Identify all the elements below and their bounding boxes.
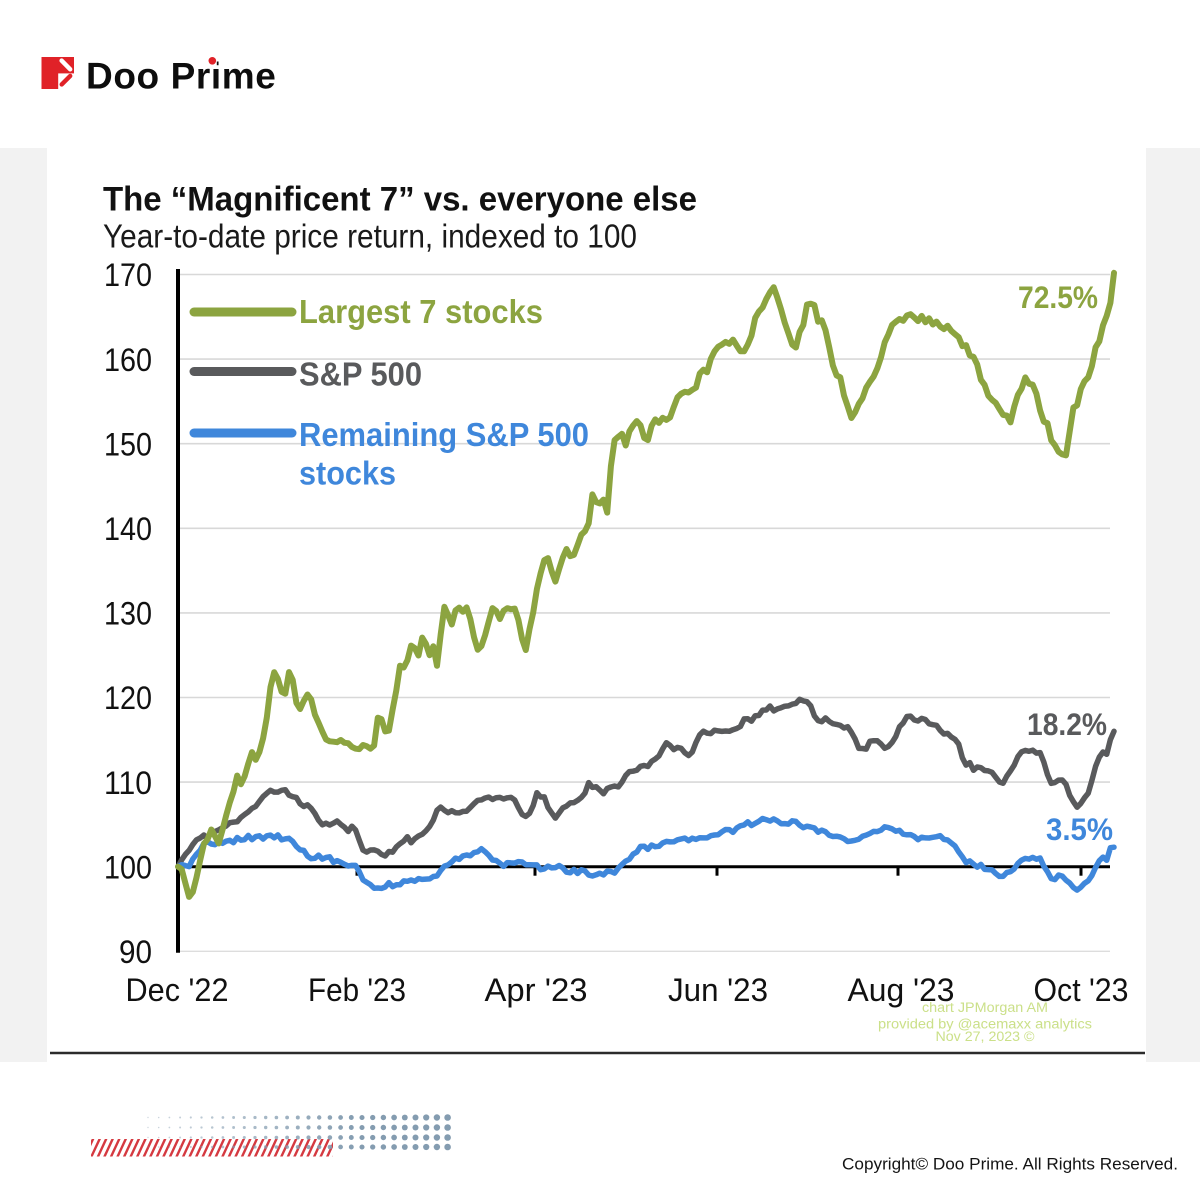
- svg-text:The “Magnificent 7” vs. everyo: The “Magnificent 7” vs. everyone else: [103, 181, 697, 219]
- svg-text:150: 150: [104, 426, 152, 462]
- svg-text:18.2%: 18.2%: [1027, 706, 1107, 742]
- svg-text:120: 120: [104, 680, 152, 716]
- svg-text:stocks: stocks: [299, 454, 396, 491]
- svg-text:provided by @acemaxx analytics: provided by @acemaxx analytics: [878, 1016, 1092, 1031]
- svg-text:chart JPMorgan AM: chart JPMorgan AM: [922, 1000, 1048, 1015]
- svg-text:170: 170: [104, 257, 152, 293]
- svg-text:Oct '23: Oct '23: [1034, 972, 1129, 1008]
- svg-text:90: 90: [119, 934, 152, 970]
- svg-text:Year-to-date price return, ind: Year-to-date price return, indexed to 10…: [103, 218, 637, 255]
- svg-text:110: 110: [104, 765, 152, 801]
- svg-text:100: 100: [104, 849, 152, 885]
- svg-text:Feb '23: Feb '23: [308, 972, 406, 1008]
- svg-text:140: 140: [104, 511, 152, 547]
- svg-text:Aug '23: Aug '23: [848, 972, 955, 1008]
- svg-text:Doo Prime: Doo Prime: [86, 56, 276, 97]
- svg-text:130: 130: [104, 596, 152, 632]
- svg-text:S&P 500: S&P 500: [299, 355, 422, 392]
- svg-text:Apr '23: Apr '23: [485, 972, 588, 1008]
- svg-text:3.5%: 3.5%: [1046, 811, 1113, 847]
- svg-text:Largest 7 stocks: Largest 7 stocks: [299, 293, 543, 330]
- svg-text:Nov 27, 2023 ©: Nov 27, 2023 ©: [936, 1029, 1035, 1044]
- svg-text:160: 160: [104, 342, 152, 378]
- svg-text:Copyright© Doo Prime. All Righ: Copyright© Doo Prime. All Rights Reserve…: [842, 1156, 1178, 1174]
- svg-text:Jun '23: Jun '23: [668, 972, 768, 1008]
- svg-text:72.5%: 72.5%: [1018, 279, 1098, 315]
- svg-text:Remaining S&P 500: Remaining S&P 500: [299, 416, 589, 453]
- svg-text:Dec '22: Dec '22: [126, 972, 229, 1008]
